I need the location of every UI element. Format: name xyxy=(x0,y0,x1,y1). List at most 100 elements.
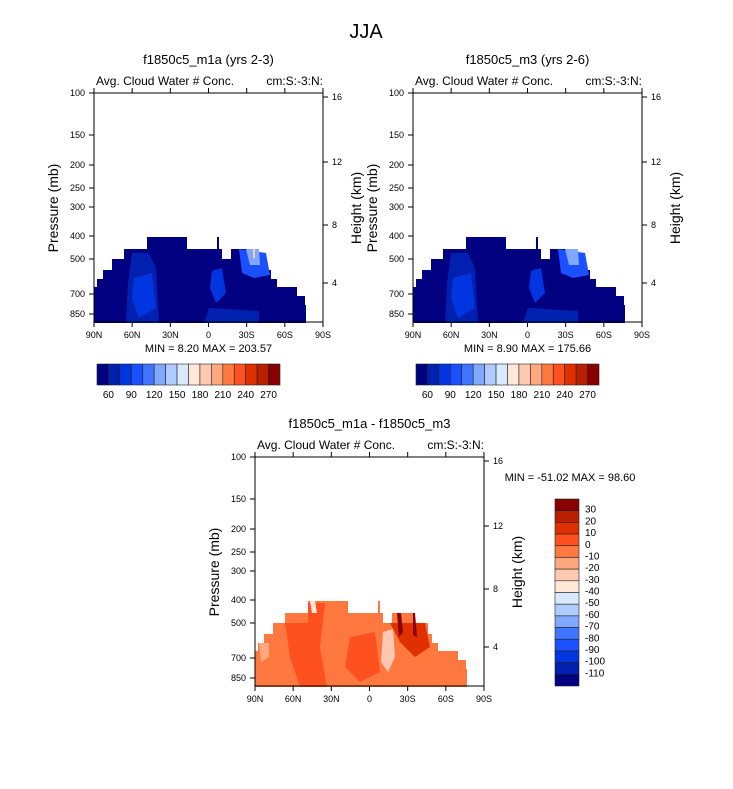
colorbar-box xyxy=(165,363,178,386)
colorbar-box xyxy=(176,363,189,386)
x-tick-label: 60S xyxy=(596,330,612,340)
colorbar-box xyxy=(554,650,580,663)
x-tick-label: 60N xyxy=(443,330,460,340)
colorbar-box xyxy=(587,363,600,386)
colorbar-box xyxy=(575,363,588,386)
y-tick-label: 150 xyxy=(389,130,404,140)
y-axis-label-right: Height (km) xyxy=(667,172,683,244)
colorbar-box xyxy=(245,363,258,386)
contour-fill xyxy=(132,273,156,318)
colorbar-label: 210 xyxy=(214,390,231,401)
min-max-stats: MIN = 8.90 MAX = 175.66 xyxy=(464,343,591,355)
y-tick-label-right: 4 xyxy=(493,642,498,652)
x-tick-label: 90N xyxy=(247,694,264,704)
colorbar-box xyxy=(507,363,520,386)
colorbar-box xyxy=(96,363,109,386)
y-axis-label-right: Height (km) xyxy=(348,172,364,244)
y-tick-label: 100 xyxy=(389,88,404,98)
y-tick-label: 300 xyxy=(231,566,246,576)
x-tick-label: 30N xyxy=(481,330,498,340)
left-string: Avg. Cloud Water # Conc. xyxy=(96,74,234,88)
y-tick-label: 500 xyxy=(70,254,85,264)
y-tick-label: 150 xyxy=(70,130,85,140)
y-tick-label-right: 12 xyxy=(493,521,503,531)
y-tick-label-right: 8 xyxy=(651,220,656,230)
colorbar-box xyxy=(438,363,451,386)
colorbar-label: -100 xyxy=(585,657,605,668)
colorbar-box xyxy=(554,674,580,687)
x-tick-label: 0 xyxy=(525,330,530,340)
contour-fill xyxy=(565,249,579,265)
x-tick-label: 60N xyxy=(285,694,302,704)
contour-fill xyxy=(94,237,306,323)
min-max-stats: MIN = 8.20 MAX = 203.57 xyxy=(145,343,272,355)
colorbar-box xyxy=(554,662,580,675)
colorbar-box xyxy=(484,363,497,386)
x-tick-label: 90N xyxy=(86,330,103,340)
colorbar-label: 20 xyxy=(585,516,597,527)
x-tick-label: 30S xyxy=(400,694,416,704)
y-tick-label: 200 xyxy=(231,524,246,534)
colorbar-label: -40 xyxy=(585,587,600,598)
right-string: cm:S:-3:N: xyxy=(585,74,642,88)
colorbar-label: -30 xyxy=(585,575,600,586)
colorbar: 3020100-10-20-30-40-50-60-70-80-90-100-1… xyxy=(554,498,605,687)
colorbar-label: 180 xyxy=(511,390,528,401)
colorbar-box xyxy=(554,557,580,570)
y-tick-label: 300 xyxy=(70,202,85,212)
y-tick-label-right: 4 xyxy=(332,278,337,288)
colorbar-label: 120 xyxy=(146,390,163,401)
colorbar-box xyxy=(199,363,212,386)
x-tick-label: 60S xyxy=(438,694,454,704)
colorbar-label: 150 xyxy=(169,390,186,401)
contour-fill xyxy=(345,632,380,682)
panel-title: f1850c5_m3 (yrs 2-6) xyxy=(466,52,590,67)
x-tick-label: 60S xyxy=(277,330,293,340)
colorbar-label: -10 xyxy=(585,551,600,562)
y-tick-label-right: 4 xyxy=(651,278,656,288)
y-tick-label-right: 12 xyxy=(332,157,342,167)
colorbar-box xyxy=(211,363,224,386)
contour-fill xyxy=(259,643,269,662)
x-tick-label: 30N xyxy=(162,330,179,340)
colorbar-box xyxy=(554,533,580,547)
colorbar-label: 90 xyxy=(445,390,457,401)
colorbar-label: 150 xyxy=(488,390,505,401)
colorbar-label: 270 xyxy=(579,390,596,401)
x-tick-label: 30N xyxy=(323,694,340,704)
colorbar-box xyxy=(554,545,580,558)
y-tick-label-right: 8 xyxy=(493,584,498,594)
colorbar-label: -90 xyxy=(585,645,600,656)
colorbar-label: 60 xyxy=(103,390,115,401)
y-tick-label-right: 16 xyxy=(493,456,503,466)
y-tick-label: 400 xyxy=(231,595,246,605)
panel-title: f1850c5_m1a - f1850c5_m3 xyxy=(289,416,451,431)
right-string: cm:S:-3:N: xyxy=(266,74,323,88)
figure-title: JJA xyxy=(349,21,383,43)
panel-title: f1850c5_m1a (yrs 2-3) xyxy=(143,52,274,67)
y-tick-label-right: 16 xyxy=(651,92,661,102)
colorbar-label: 180 xyxy=(192,390,209,401)
colorbar-box xyxy=(233,363,246,386)
colorbar-box xyxy=(461,363,474,386)
x-tick-label: 90N xyxy=(405,330,422,340)
y-tick-label-right: 12 xyxy=(651,157,661,167)
contour-field xyxy=(94,237,306,323)
x-tick-label: 90S xyxy=(476,694,492,704)
contour-field xyxy=(413,237,625,323)
colorbar: 60 90 120 150 180 210 240 270 xyxy=(415,363,600,401)
y-tick-label: 700 xyxy=(389,289,404,299)
colorbar-box xyxy=(541,363,554,386)
y-axis-label: Pressure (mb) xyxy=(206,528,222,617)
y-tick-label: 850 xyxy=(70,309,85,319)
y-tick-label: 500 xyxy=(231,618,246,628)
colorbar-box xyxy=(554,580,580,593)
colorbar-label: -50 xyxy=(585,598,600,609)
y-tick-label: 200 xyxy=(70,160,85,170)
colorbar-label: 60 xyxy=(422,390,434,401)
colorbar-box xyxy=(108,363,121,386)
colorbar-box xyxy=(450,363,463,386)
colorbar-box xyxy=(554,568,580,582)
colorbar-box xyxy=(131,363,144,386)
